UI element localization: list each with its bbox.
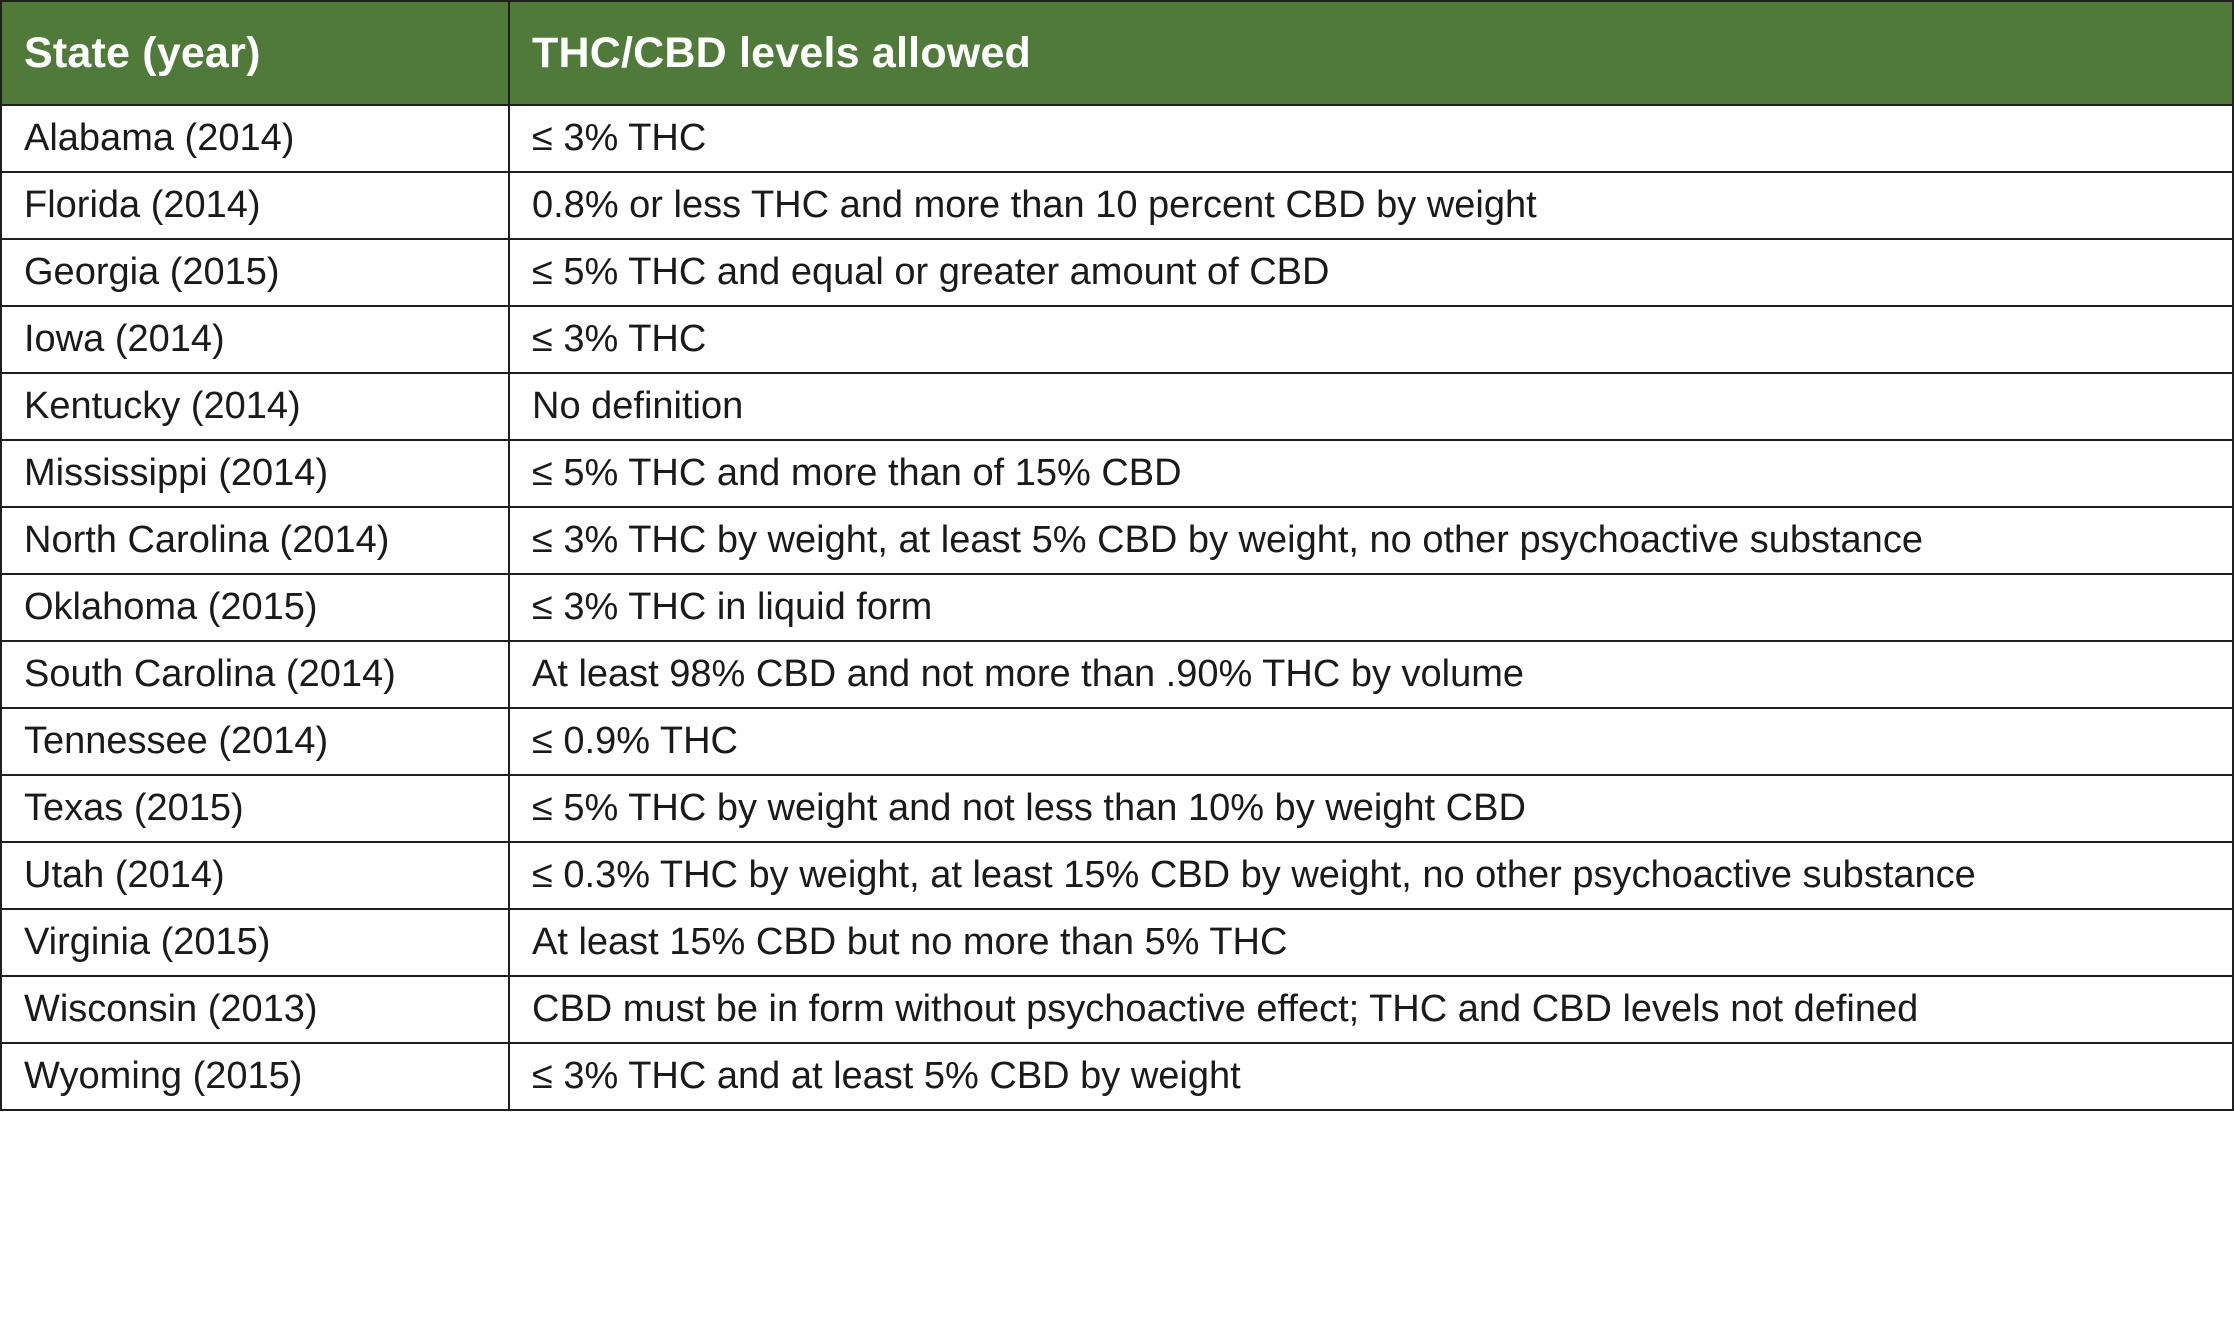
thc-cbd-levels-cell: No definition: [508, 372, 2234, 441]
header-state-year: State (year): [0, 0, 510, 106]
thc-cbd-levels-cell: ≤ 5% THC by weight and not less than 10%…: [508, 774, 2234, 843]
table-row: Oklahoma (2015) ≤ 3% THC in liquid form: [0, 573, 2234, 642]
state-year-cell: Oklahoma (2015): [0, 573, 510, 642]
thc-cbd-levels-cell: ≤ 3% THC: [508, 305, 2234, 374]
state-year-cell: North Carolina (2014): [0, 506, 510, 575]
thc-cbd-levels-cell: ≤ 5% THC and equal or greater amount of …: [508, 238, 2234, 307]
state-thc-cbd-table: State (year) THC/CBD levels allowed Alab…: [0, 0, 2234, 1111]
table-row: Virginia (2015) At least 15% CBD but no m…: [0, 908, 2234, 977]
table-header: State (year) THC/CBD levels allowed: [0, 0, 2234, 106]
header-thc-cbd-levels: THC/CBD levels allowed: [508, 0, 2234, 106]
state-year-cell: Kentucky (2014): [0, 372, 510, 441]
table-row: Utah (2014) ≤ 0.3% THC by weight, at leas…: [0, 841, 2234, 910]
table-row: Wyoming (2015) ≤ 3% THC and at least 5% C…: [0, 1042, 2234, 1111]
table-body: Alabama (2014) ≤ 3% THC Florida (2014) 0.8%…: [0, 104, 2234, 1111]
table-row: North Carolina (2014) ≤ 3% THC by weight,…: [0, 506, 2234, 575]
table-row: Georgia (2015) ≤ 5% THC and equal or grea…: [0, 238, 2234, 307]
state-year-cell: Virginia (2015): [0, 908, 510, 977]
state-year-cell: Iowa (2014): [0, 305, 510, 374]
table-row: Kentucky (2014) No definition: [0, 372, 2234, 441]
state-year-cell: Georgia (2015): [0, 238, 510, 307]
state-thc-cbd-table-container: State (year) THC/CBD levels allowed Alab…: [0, 0, 2234, 1111]
thc-cbd-levels-cell: ≤ 0.3% THC by weight, at least 15% CBD b…: [508, 841, 2234, 910]
table-row: Mississippi (2014) ≤ 5% THC and more than…: [0, 439, 2234, 508]
state-year-cell: Alabama (2014): [0, 104, 510, 173]
table-row: Tennessee (2014) ≤ 0.9% THC: [0, 707, 2234, 776]
thc-cbd-levels-cell: At least 15% CBD but no more than 5% THC: [508, 908, 2234, 977]
thc-cbd-levels-cell: ≤ 3% THC by weight, at least 5% CBD by w…: [508, 506, 2234, 575]
state-year-cell: South Carolina (2014): [0, 640, 510, 709]
thc-cbd-levels-cell: ≤ 3% THC: [508, 104, 2234, 173]
state-year-cell: Wyoming (2015): [0, 1042, 510, 1111]
state-year-cell: Wisconsin (2013): [0, 975, 510, 1044]
state-year-cell: Texas (2015): [0, 774, 510, 843]
thc-cbd-levels-cell: ≤ 5% THC and more than of 15% CBD: [508, 439, 2234, 508]
state-year-cell: Florida (2014): [0, 171, 510, 240]
thc-cbd-levels-cell: At least 98% CBD and not more than .90% …: [508, 640, 2234, 709]
thc-cbd-levels-cell: ≤ 3% THC in liquid form: [508, 573, 2234, 642]
thc-cbd-levels-cell: CBD must be in form without psychoactive…: [508, 975, 2234, 1044]
thc-cbd-levels-cell: ≤ 3% THC and at least 5% CBD by weight: [508, 1042, 2234, 1111]
table-row: Iowa (2014) ≤ 3% THC: [0, 305, 2234, 374]
table-row: Wisconsin (2013) CBD must be in form with…: [0, 975, 2234, 1044]
thc-cbd-levels-cell: 0.8% or less THC and more than 10 percen…: [508, 171, 2234, 240]
state-year-cell: Tennessee (2014): [0, 707, 510, 776]
table-row: Alabama (2014) ≤ 3% THC: [0, 104, 2234, 173]
table-row: Florida (2014) 0.8% or less THC and more …: [0, 171, 2234, 240]
header-row: State (year) THC/CBD levels allowed: [0, 0, 2234, 106]
thc-cbd-levels-cell: ≤ 0.9% THC: [508, 707, 2234, 776]
table-row: South Carolina (2014) At least 98% CBD an…: [0, 640, 2234, 709]
state-year-cell: Mississippi (2014): [0, 439, 510, 508]
table-row: Texas (2015) ≤ 5% THC by weight and not l…: [0, 774, 2234, 843]
state-year-cell: Utah (2014): [0, 841, 510, 910]
